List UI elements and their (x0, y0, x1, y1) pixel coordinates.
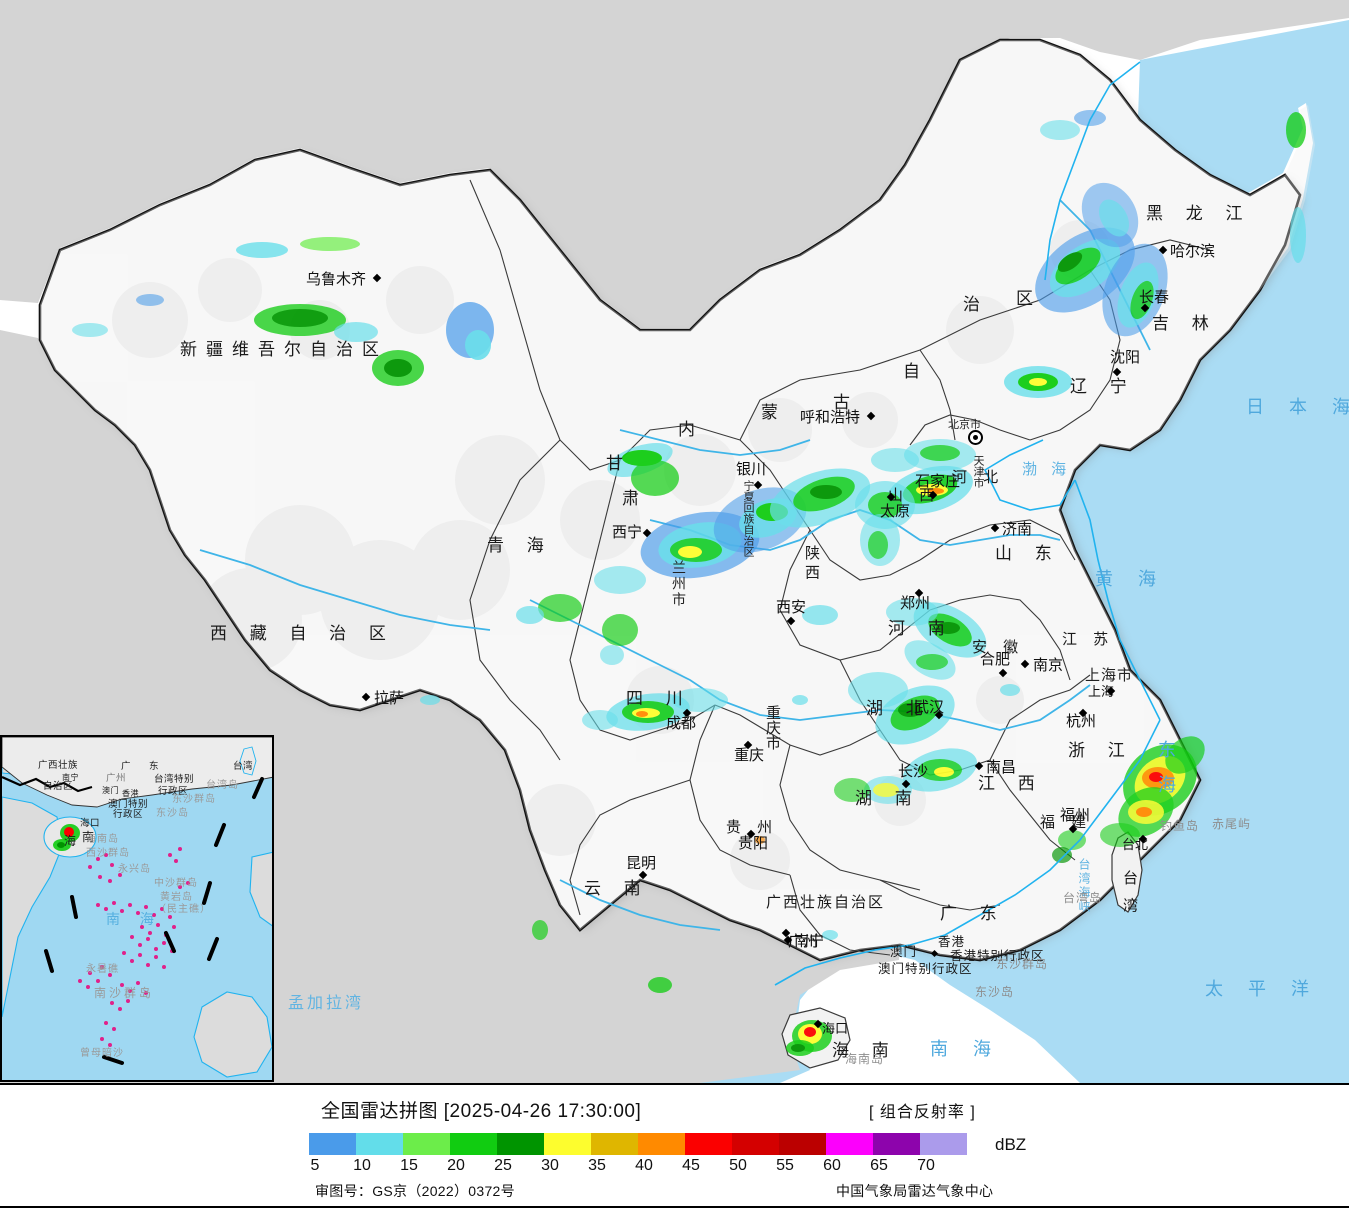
province-boundaries (469, 179, 1211, 956)
colorbar-swatch-45 (685, 1133, 732, 1155)
radar-echoes (72, 110, 1306, 1056)
colorbar-swatch-40 (638, 1133, 685, 1155)
legend-title: 全国雷达拼图 [2025-04-26 17:30:00] (321, 1101, 642, 1122)
inset-graphics (2, 737, 272, 1080)
colorbar-swatch-60 (826, 1133, 873, 1155)
colorbar-swatch-70 (920, 1133, 967, 1155)
colorbar-tick-55: 55 (776, 1157, 794, 1174)
colorbar-swatch-5 (309, 1133, 356, 1155)
source-credit: 中国气象局雷达气象中心 (836, 1183, 994, 1199)
colorbar-tick-5: 5 (310, 1157, 320, 1174)
dbz-unit-label: dBZ (995, 1135, 1027, 1154)
colorbar-tick-65: 65 (870, 1157, 888, 1174)
colorbar-tick-40: 40 (635, 1157, 653, 1174)
colorbar-tick-35: 35 (588, 1157, 606, 1174)
rivers (199, 199, 1151, 931)
legend-product-type: [ 组合反射率 ] (869, 1104, 976, 1121)
colorbar-swatch-35 (591, 1133, 638, 1155)
colorbar-swatch-15 (403, 1133, 450, 1155)
colorbar-tick-10: 10 (353, 1157, 371, 1174)
south-china-sea-inset[interactable]: 广西壮族 自治区 南宁 广 东 广州 澳门 香港 台湾特别 行政区 澳门特别 行… (0, 735, 274, 1082)
colorbar-tick-70: 70 (917, 1157, 935, 1174)
colorbar-swatch-20 (450, 1133, 497, 1155)
colorbar-tick-20: 20 (447, 1157, 465, 1174)
colorbar-tick-15: 15 (400, 1157, 418, 1174)
colorbar-swatch-55 (779, 1133, 826, 1155)
colorbar-tick-30: 30 (541, 1157, 559, 1174)
legend-footer: 全国雷达拼图 [2025-04-26 17:30:00] [ 组合反射率 ] 5… (0, 1083, 1349, 1208)
colorbar-tick-60: 60 (823, 1157, 841, 1174)
colorbar-swatch-10 (356, 1133, 403, 1155)
approval-number: 审图号：GS京（2022）0372号 (315, 1183, 515, 1199)
dbz-tick-row: 5 10 15 20 25 30 35 40 45 50 55 60 65 70 (309, 1157, 1009, 1177)
legend-header-row: 全国雷达拼图 [2025-04-26 17:30:00] [ 组合反射率 ] (0, 1096, 1349, 1122)
colorbar-swatch-30 (544, 1133, 591, 1155)
colorbar-swatch-65 (873, 1133, 920, 1155)
china-landmass (38, 38, 1302, 962)
dbz-colorbar[interactable] (309, 1133, 967, 1155)
colorbar-swatch-25 (497, 1133, 544, 1155)
capital-marker-beijing (968, 430, 983, 445)
colorbar-tick-50: 50 (729, 1157, 747, 1174)
china-radar-map[interactable]: 新疆维吾尔自治区 西 藏 自 治 区 青 海 甘 肃 内 蒙 古 自 治 区 黑… (0, 0, 1349, 1083)
colorbar-swatch-50 (732, 1133, 779, 1155)
colorbar-tick-25: 25 (494, 1157, 512, 1174)
colorbar-tick-45: 45 (682, 1157, 700, 1174)
ocean-water (700, 20, 1349, 1083)
coastline (774, 61, 1161, 986)
